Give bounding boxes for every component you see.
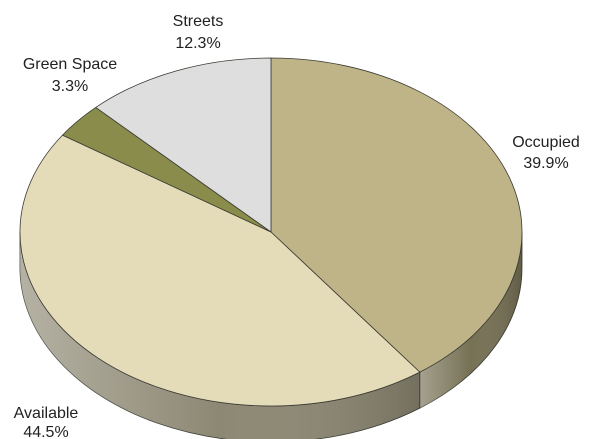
slice-label-streets: Streets 12.3% xyxy=(173,13,224,52)
pie-side-shading-occupied xyxy=(419,232,522,409)
slice-label-available: Available 44.5% xyxy=(14,405,79,439)
label-occupied-value: 39.9% xyxy=(523,155,568,172)
label-occupied-name: Occupied xyxy=(512,134,580,151)
pie-slice-available xyxy=(19,134,421,407)
slice-label-occupied: Occupied 39.9% xyxy=(512,134,580,172)
label-green-space-name: Green Space xyxy=(23,56,117,73)
pie-side-shading-available xyxy=(20,232,420,439)
label-available-name: Available xyxy=(14,405,79,422)
slice-label-green-space: Green Space 3.3% xyxy=(23,56,117,95)
label-streets-value: 12.3% xyxy=(175,35,220,52)
pie-slice-streets xyxy=(95,57,272,233)
label-green-space-value: 3.3% xyxy=(52,78,88,95)
pie-slice-occupied xyxy=(270,57,523,373)
label-streets-name: Streets xyxy=(173,13,224,30)
label-available-value: 44.5% xyxy=(23,424,68,439)
pie-slices xyxy=(19,57,523,407)
pie-labels: Streets 12.3% Green Space 3.3% Occupied … xyxy=(14,13,580,439)
